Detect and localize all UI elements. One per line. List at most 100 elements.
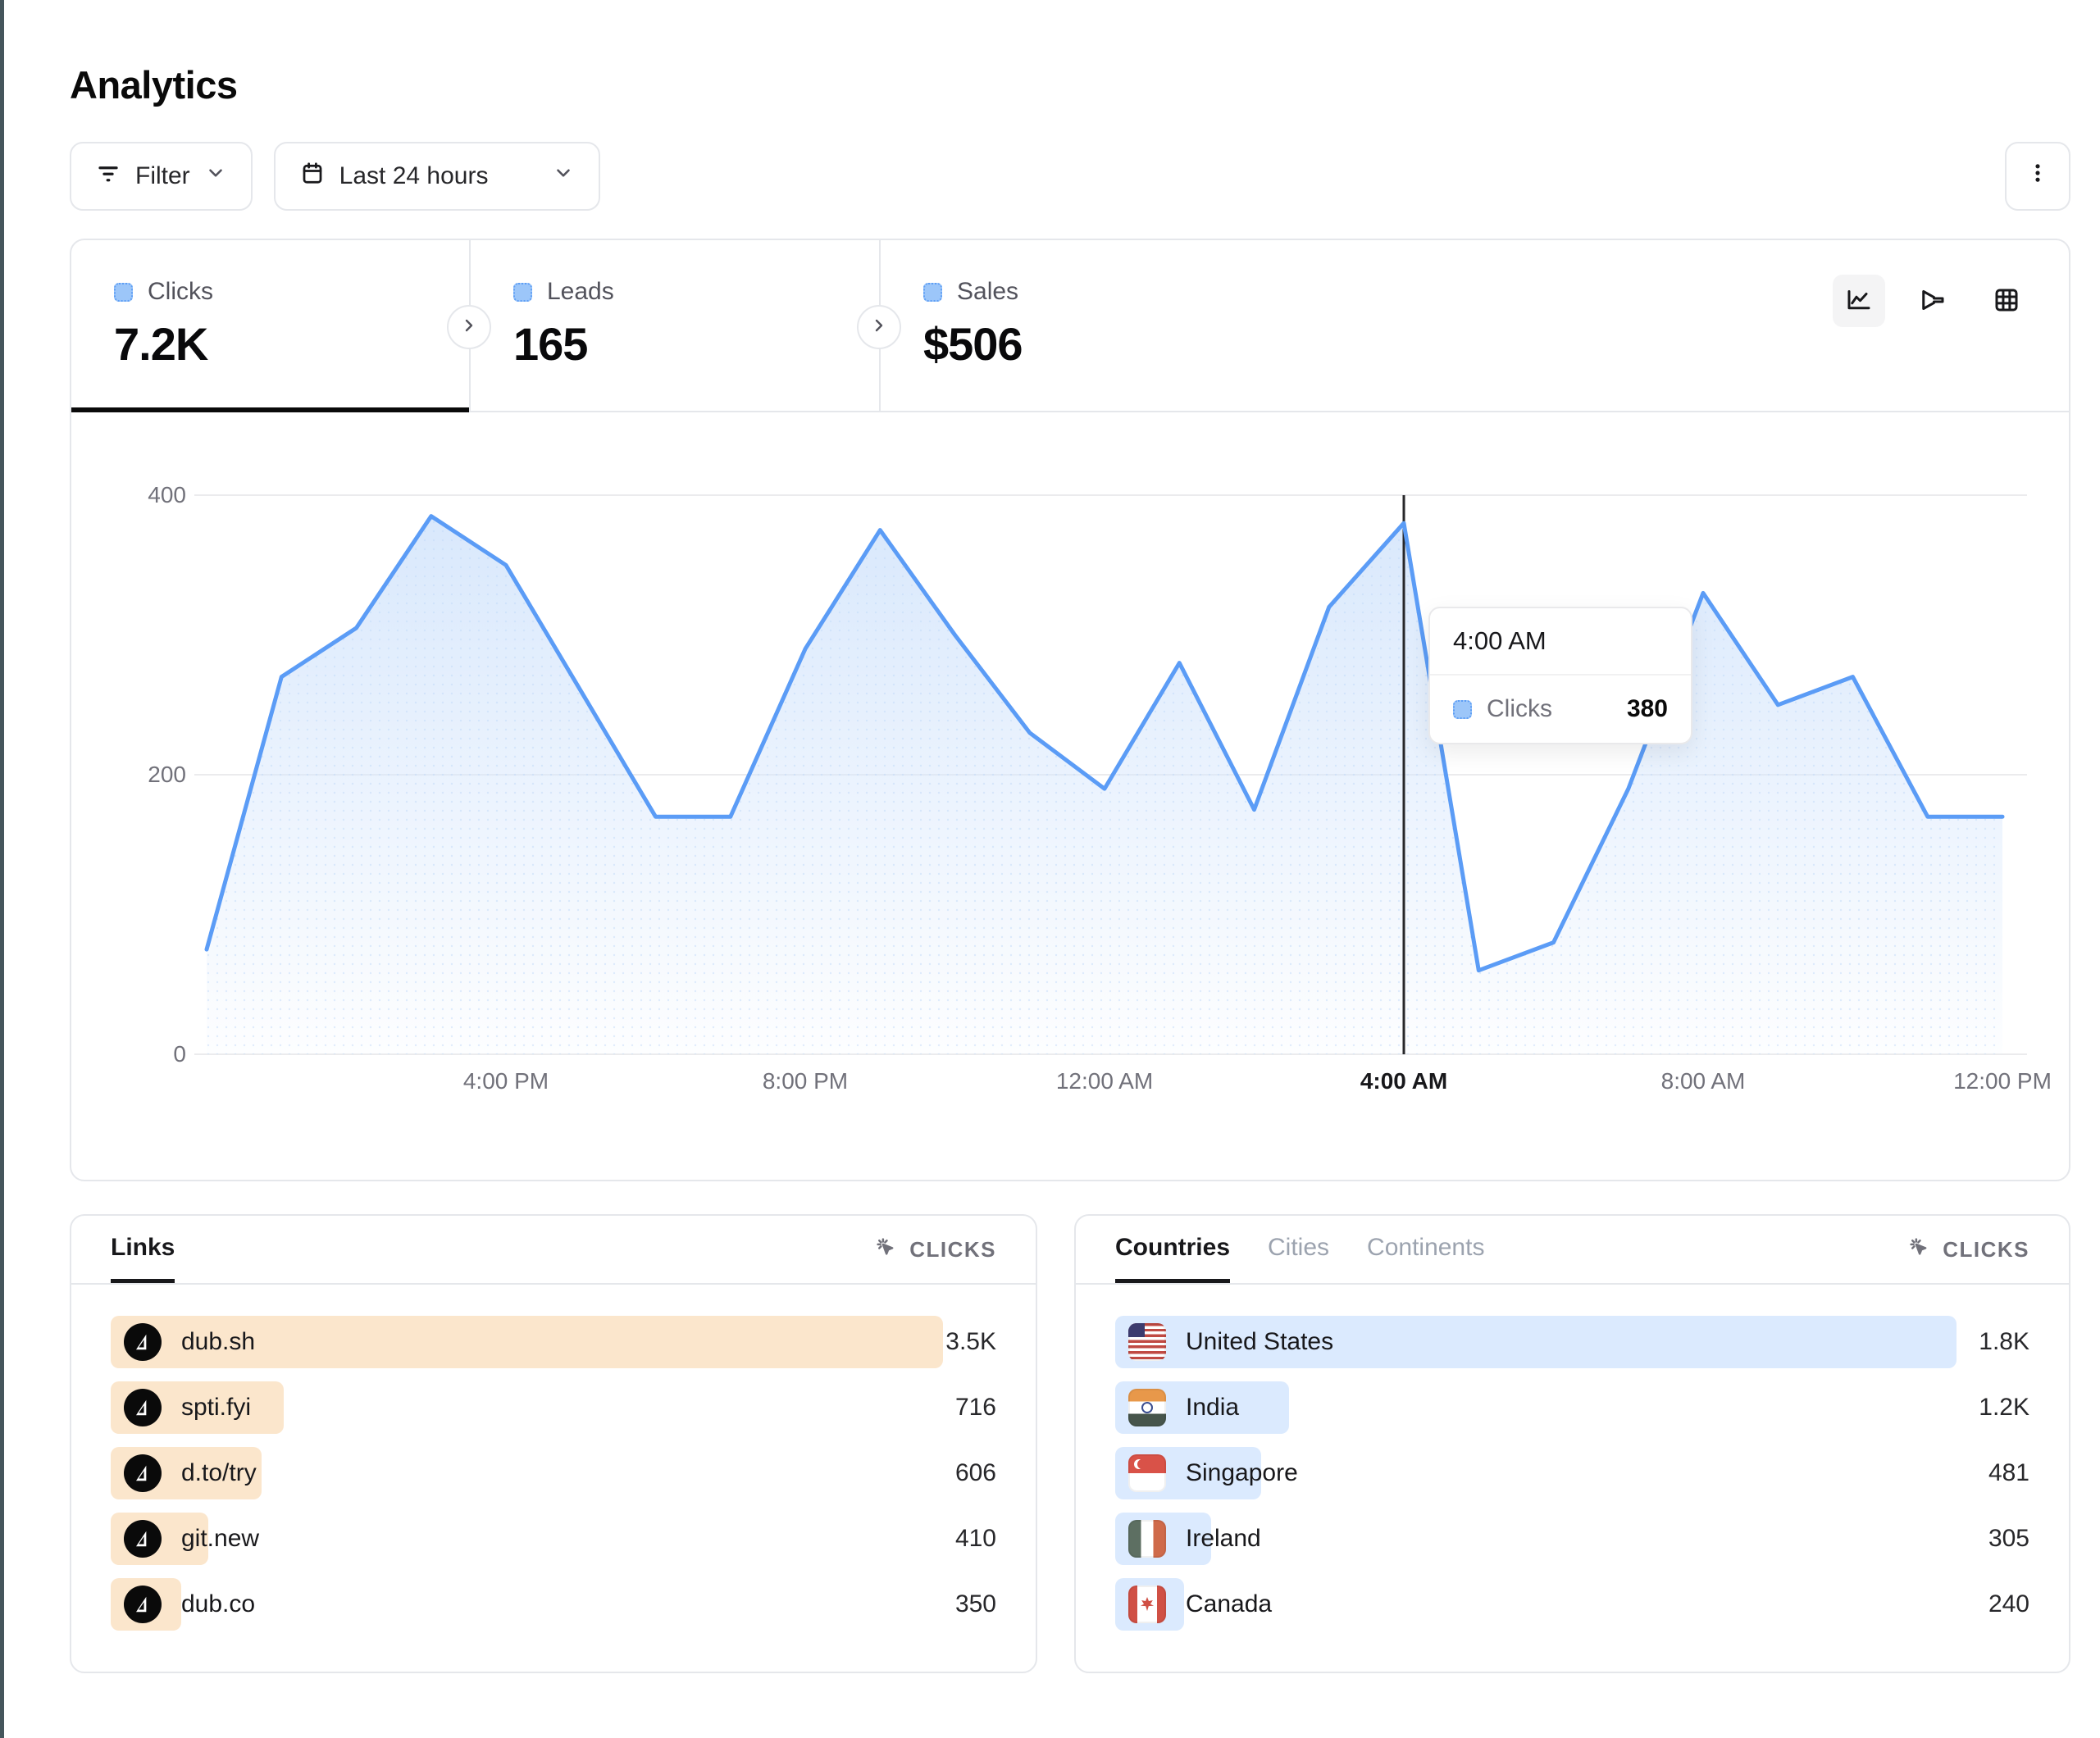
link-label: git.new	[181, 1525, 260, 1552]
filter-button[interactable]: Filter	[70, 142, 253, 211]
link-label: spti.fyi	[181, 1394, 252, 1421]
breakdown-panels: Links CLICKS du	[70, 1214, 2070, 1673]
tab-clicks[interactable]: Clicks 7.2K	[71, 240, 469, 412]
link-value: 410	[954, 1525, 996, 1552]
country-label: United States	[1186, 1328, 1334, 1355]
countries-metric-label: CLICKS	[1943, 1236, 2029, 1262]
window-edge-strip	[0, 0, 4, 1738]
tooltip-series-row: Clicks 380	[1430, 676, 1691, 743]
clicks-legend-swatch-icon	[1453, 699, 1472, 719]
chevron-right-icon	[869, 316, 889, 339]
analytics-card: Clicks 7.2K Leads 165 Sales $506	[70, 239, 2070, 1181]
link-value: 3.5K	[945, 1328, 996, 1355]
x-axis-label: 8:00 PM	[762, 1068, 849, 1094]
cursor-click-icon	[873, 1235, 898, 1265]
stat-value: $506	[923, 318, 1023, 370]
dub-logo-icon	[124, 1586, 162, 1623]
expand-leads-chevron-button[interactable]	[857, 305, 901, 349]
countries-metric-header[interactable]: CLICKS	[1906, 1216, 2029, 1283]
clicks-area-chart[interactable]: 4:00 AM Clicks 380 0 200 400 4:00 PM 8:00 PM…	[71, 412, 2069, 1178]
tooltip-value: 380	[1626, 695, 1668, 722]
tab-cities[interactable]: Cities	[1268, 1233, 1330, 1261]
country-label: Ireland	[1186, 1525, 1261, 1552]
cursor-click-icon	[1906, 1235, 1931, 1265]
tab-links[interactable]: Links	[111, 1216, 175, 1283]
x-axis-label: 8:00 AM	[1660, 1068, 1746, 1094]
active-tab-underline	[71, 407, 469, 412]
singapore-flag-icon	[1128, 1454, 1166, 1492]
chevron-down-icon	[553, 162, 574, 190]
links-metric-header[interactable]: CLICKS	[873, 1216, 996, 1283]
stat-label: Clicks	[148, 278, 213, 305]
links-panel: Links CLICKS du	[70, 1214, 1037, 1673]
country-value: 305	[1988, 1525, 2029, 1552]
link-row[interactable]: spti.fyi 716	[111, 1381, 996, 1434]
calendar-icon	[300, 161, 325, 192]
countries-panel: Countries Cities Continents CLICKS	[1074, 1214, 2070, 1673]
links-panel-header: Links CLICKS	[71, 1216, 1036, 1285]
date-range-button[interactable]: Last 24 hours	[273, 142, 600, 211]
link-row[interactable]: dub.co 350	[111, 1578, 996, 1631]
tooltip-time: 4:00 AM	[1430, 608, 1691, 676]
country-row[interactable]: Ireland 305	[1115, 1513, 2029, 1565]
country-value: 1.8K	[1979, 1328, 2029, 1355]
dub-logo-icon	[124, 1323, 162, 1361]
stat-label: Sales	[957, 278, 1019, 305]
expand-clicks-chevron-button[interactable]	[447, 305, 491, 349]
link-row[interactable]: dub.sh 3.5K	[111, 1316, 996, 1368]
stats-tabs-row: Clicks 7.2K Leads 165 Sales $506	[71, 240, 2069, 412]
line-chart-icon	[1844, 285, 1874, 317]
link-label: dub.co	[181, 1590, 256, 1617]
link-row[interactable]: d.to/try 606	[111, 1447, 996, 1499]
countries-list: United States 1.8K India 1.2K	[1076, 1285, 2069, 1631]
funnel-chart-icon	[1918, 285, 1947, 317]
filter-button-label: Filter	[135, 162, 190, 189]
more-options-button[interactable]	[2005, 142, 2070, 211]
country-label: India	[1186, 1394, 1240, 1421]
country-value: 240	[1988, 1590, 2029, 1617]
country-row[interactable]: Singapore 481	[1115, 1447, 2029, 1499]
y-axis-label: 400	[148, 482, 186, 507]
tooltip-series-label: Clicks	[1487, 695, 1552, 722]
tab-leads[interactable]: Leads 165	[469, 240, 879, 411]
chart-tooltip: 4:00 AM Clicks 380	[1428, 607, 1692, 744]
links-metric-label: CLICKS	[909, 1236, 996, 1262]
chevron-right-icon	[459, 316, 479, 339]
x-axis-label: 4:00 AM	[1360, 1068, 1448, 1094]
country-bar	[1115, 1316, 1957, 1368]
x-axis-label: 12:00 AM	[1055, 1068, 1154, 1094]
chevron-down-icon	[205, 162, 226, 190]
link-label: d.to/try	[181, 1459, 257, 1486]
y-axis-label: 0	[173, 1041, 186, 1067]
dub-logo-icon	[124, 1520, 162, 1558]
india-flag-icon	[1128, 1389, 1166, 1426]
link-label: dub.sh	[181, 1328, 256, 1355]
dub-logo-icon	[124, 1454, 162, 1492]
link-bar	[111, 1316, 944, 1368]
filter-lines-icon	[96, 161, 121, 192]
country-label: Canada	[1186, 1590, 1273, 1617]
analytics-page: Analytics Filter Last 24 hours	[70, 0, 2070, 1673]
country-value: 481	[1988, 1459, 2029, 1486]
stat-value: 7.2K	[114, 318, 208, 370]
clicks-legend-swatch-icon	[114, 282, 133, 302]
tab-continents[interactable]: Continents	[1367, 1233, 1485, 1261]
country-row[interactable]: India 1.2K	[1115, 1381, 2029, 1434]
country-row[interactable]: United States 1.8K	[1115, 1316, 2029, 1368]
link-row[interactable]: git.new 410	[111, 1513, 996, 1565]
funnel-view-button[interactable]	[1906, 275, 1959, 327]
tab-countries[interactable]: Countries	[1115, 1216, 1231, 1283]
ireland-flag-icon	[1128, 1520, 1166, 1558]
us-flag-icon	[1128, 1323, 1166, 1361]
country-row[interactable]: Canada 240	[1115, 1578, 2029, 1631]
table-view-button[interactable]	[1980, 275, 2033, 327]
stat-label: Leads	[547, 278, 614, 305]
country-label: Singapore	[1186, 1459, 1298, 1486]
chart-canvas	[194, 494, 2027, 1055]
stat-value: 165	[513, 318, 588, 370]
line-chart-view-button[interactable]	[1833, 275, 1885, 327]
sales-legend-swatch-icon	[923, 282, 942, 302]
link-value: 716	[954, 1394, 996, 1421]
country-value: 1.2K	[1979, 1394, 2029, 1421]
tab-sales[interactable]: Sales $506	[879, 240, 1338, 411]
